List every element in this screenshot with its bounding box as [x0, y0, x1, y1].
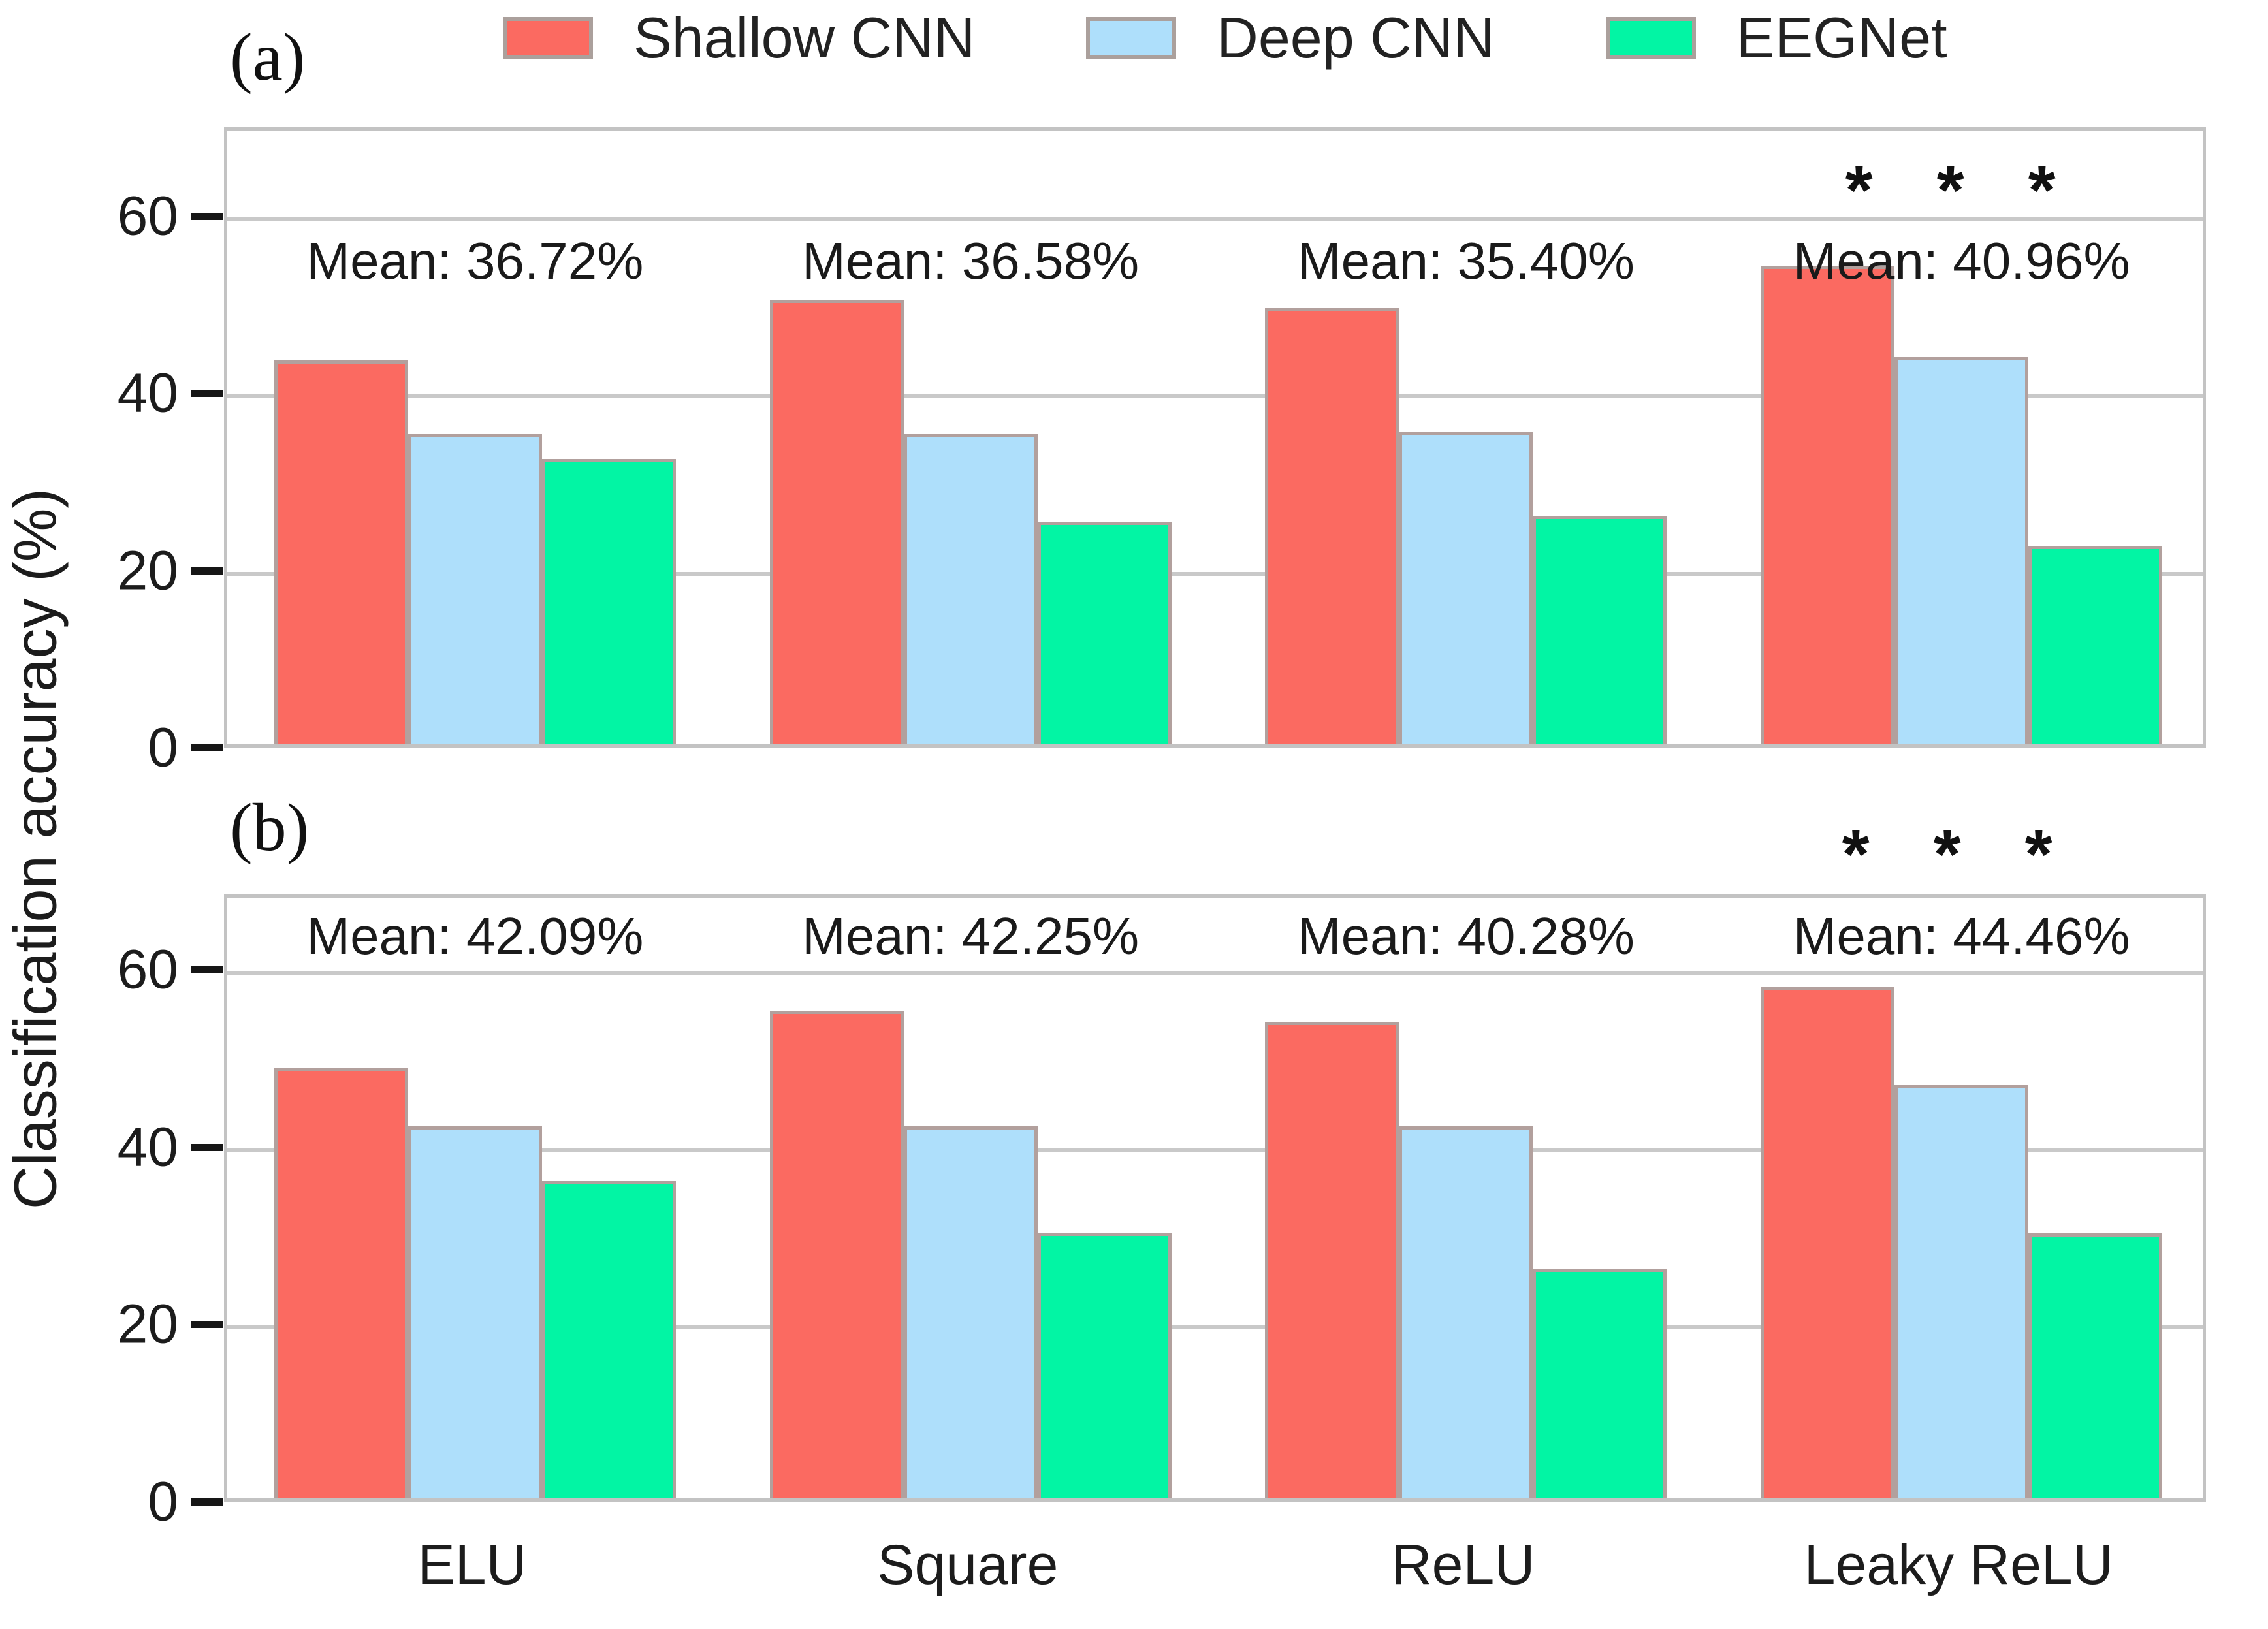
bar-deep-cnn-leaky-relu: [1894, 356, 2029, 744]
bar-shallow-cnn-relu: [1265, 308, 1399, 744]
y-tick-mark: [191, 744, 223, 751]
bar-shallow-cnn-elu: [274, 1068, 408, 1498]
bar-eegnet-square: [1037, 1232, 1172, 1498]
bar-deep-cnn-square: [903, 1126, 1038, 1498]
mean-annotation: Mean: 36.58%: [802, 231, 1140, 290]
bar-deep-cnn-leaky-relu: [1894, 1085, 2029, 1498]
bar-shallow-cnn-leaky-relu: [1761, 987, 1895, 1498]
bar-eegnet-relu: [1533, 1269, 1667, 1498]
significance-asterisks: * * *: [1842, 814, 2075, 893]
bar-shallow-cnn-leaky-relu: [1761, 266, 1895, 744]
bar-shallow-cnn-square: [769, 1011, 904, 1498]
legend-swatch-deep-cnn: [1086, 17, 1177, 59]
mean-annotation: Mean: 42.25%: [802, 907, 1140, 966]
y-tick-mark: [191, 1498, 223, 1506]
x-tick-label-square: Square: [877, 1534, 1059, 1596]
legend-label-shallow-cnn: Shallow CNN: [633, 5, 976, 70]
panel-tag-a: (a): [230, 20, 306, 95]
gridline-y40: [227, 1148, 2203, 1152]
y-tick-mark: [191, 966, 223, 974]
y-tick-label: 20: [117, 539, 178, 601]
legend-label-eegnet: EEGNet: [1736, 5, 1947, 70]
y-tick-label: 20: [117, 1293, 178, 1355]
bar-shallow-cnn-elu: [274, 360, 408, 744]
gridline-y20: [227, 1325, 2203, 1330]
y-tick-label: 60: [117, 185, 178, 247]
gridline-y20: [227, 571, 2203, 576]
chart-legend: Shallow CNN Deep CNN EEGNet: [503, 9, 2058, 67]
y-tick-label: 40: [117, 362, 178, 424]
gridline-y60: [227, 971, 2203, 975]
bar-deep-cnn-elu: [407, 433, 542, 744]
mean-annotation: Mean: 36.72%: [306, 231, 644, 290]
mean-annotation: Mean: 40.96%: [1793, 231, 2130, 290]
y-tick-label: 40: [117, 1116, 178, 1178]
bar-deep-cnn-relu: [1399, 1126, 1533, 1498]
legend-item-deep-cnn: Deep CNN: [1086, 5, 1495, 70]
bar-shallow-cnn-relu: [1265, 1021, 1399, 1498]
y-tick-label: 0: [148, 1470, 178, 1532]
bar-eegnet-elu: [541, 459, 676, 744]
y-tick-mark: [191, 212, 223, 220]
x-tick-label-relu: ReLU: [1391, 1534, 1535, 1596]
bar-deep-cnn-square: [903, 433, 1038, 744]
legend-swatch-eegnet: [1605, 17, 1696, 59]
gridline-y40: [227, 394, 2203, 399]
bar-deep-cnn-relu: [1399, 432, 1533, 744]
bar-deep-cnn-elu: [407, 1126, 542, 1498]
y-tick-label: 0: [148, 716, 178, 778]
legend-label-deep-cnn: Deep CNN: [1217, 5, 1495, 70]
legend-swatch-shallow-cnn: [503, 17, 593, 59]
y-tick-label: 60: [117, 938, 178, 1000]
mean-annotation: Mean: 40.28%: [1297, 907, 1635, 966]
gridline-y60: [227, 217, 2203, 221]
mean-annotation: Mean: 42.09%: [306, 907, 644, 966]
mean-annotation: Mean: 35.40%: [1297, 231, 1635, 290]
subplot-b: Mean: 42.09% Mean: 42.25% Mean: 40.28% Mean…: [224, 894, 2206, 1502]
y-tick-mark: [191, 1143, 223, 1151]
bar-eegnet-leaky-relu: [2028, 1233, 2163, 1498]
bar-eegnet-relu: [1533, 515, 1667, 744]
legend-item-eegnet: EEGNet: [1605, 5, 1947, 70]
x-tick-label-leaky-relu: Leaky ReLU: [1804, 1534, 2113, 1596]
bar-shallow-cnn-square: [769, 299, 904, 744]
legend-item-shallow-cnn: Shallow CNN: [503, 9, 975, 67]
x-tick-label-elu: ELU: [417, 1534, 527, 1596]
subplot-a: Mean: 36.72% Mean: 36.58% Mean: 35.40% Mean…: [224, 127, 2206, 748]
panel-tag-b: (b): [230, 790, 310, 865]
y-tick-mark: [191, 567, 223, 575]
y-tick-mark: [191, 390, 223, 398]
y-tick-mark: [191, 1321, 223, 1329]
bar-eegnet-elu: [541, 1180, 676, 1498]
bar-eegnet-leaky-relu: [2028, 546, 2163, 744]
mean-annotation: Mean: 44.46%: [1793, 907, 2130, 966]
bar-eegnet-square: [1037, 522, 1172, 744]
significance-asterisks: * * *: [1845, 150, 2078, 229]
